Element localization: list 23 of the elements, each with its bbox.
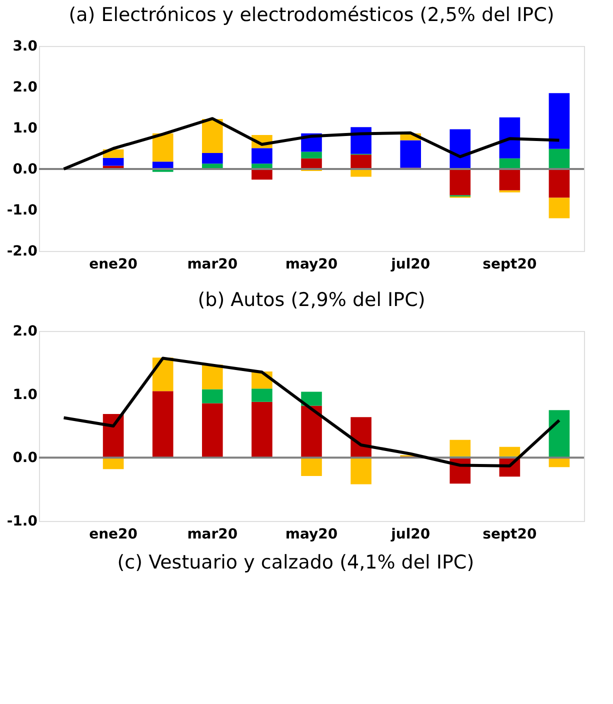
x-tick-label: sept20: [482, 526, 537, 542]
y-tick-label: 2.0: [12, 80, 38, 96]
chart-title: (a) Electrónicos y electrodomésticos (2,5% del IPC): [68, 4, 554, 26]
y-tick-label: 2.0: [12, 324, 38, 340]
x-tick-label: ene20: [89, 526, 138, 542]
x-tick-label: sept20: [482, 256, 537, 272]
chart-title: (b) Autos (2,9% del IPC): [198, 289, 426, 311]
x-tick-label: may20: [285, 256, 338, 272]
y-tick-label: -1.0: [6, 202, 38, 218]
y-tick-label: 0.0: [12, 450, 38, 466]
x-tick-label: may20: [285, 526, 338, 542]
x-tick-label: mar20: [187, 256, 238, 272]
y-tick-label: 3.0: [12, 38, 38, 54]
x-tick-label: jul20: [390, 256, 430, 272]
y-tick-label: 1.0: [12, 120, 38, 136]
text: (c) Vestuario y calzado (4,1% del IPC): [117, 552, 474, 574]
y-tick-label: -2.0: [6, 244, 38, 260]
x-tick-label: mar20: [187, 526, 238, 542]
x-tick-label: jul20: [390, 526, 430, 542]
x-tick-label: ene20: [89, 256, 138, 272]
y-tick-label: 0.0: [12, 162, 38, 178]
y-tick-label: -1.0: [6, 514, 38, 530]
y-tick-label: 1.0: [12, 386, 38, 403]
